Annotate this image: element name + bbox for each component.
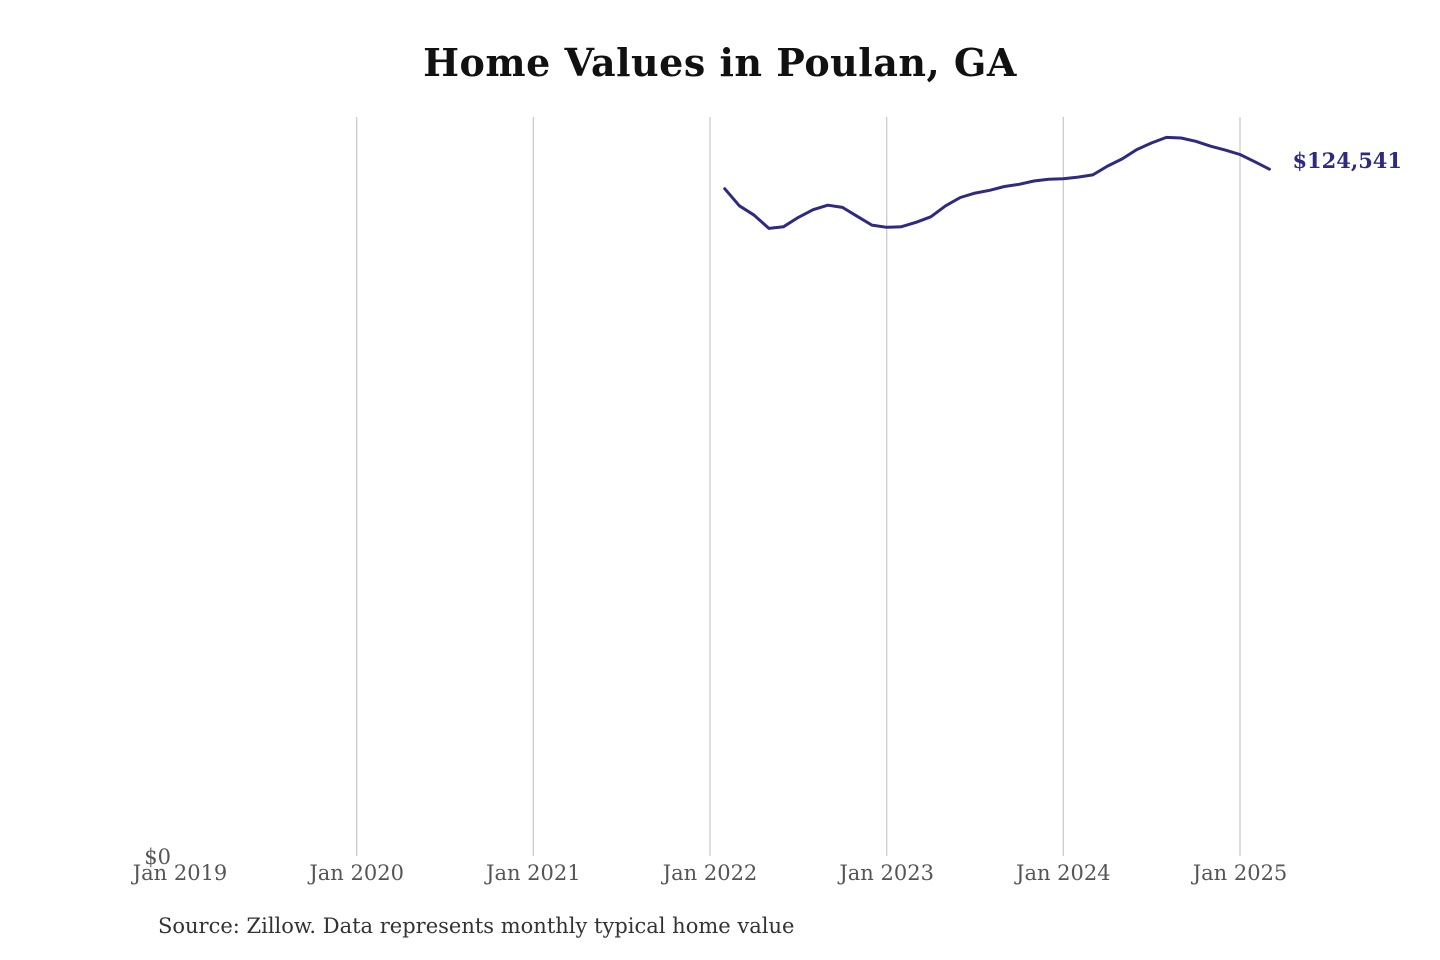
x-tick-label-2023: Jan 2023: [837, 861, 934, 885]
chart-title: Home Values in Poulan, GA: [423, 40, 1017, 85]
x-tick-label-2025: Jan 2025: [1191, 861, 1288, 885]
x-tick-label-2022: Jan 2022: [661, 861, 758, 885]
source-note: Source: Zillow. Data represents monthly …: [158, 914, 795, 938]
x-tick-label-2019: Jan 2019: [131, 861, 228, 885]
x-tick-label-2024: Jan 2024: [1014, 861, 1111, 885]
x-tick-label-2020: Jan 2020: [307, 861, 404, 885]
x-tick-label-2021: Jan 2021: [484, 861, 581, 885]
series-line: [723, 135, 1271, 230]
end-value-label: $124,541: [1292, 148, 1402, 173]
y-tick-label-0: $0: [144, 845, 171, 869]
